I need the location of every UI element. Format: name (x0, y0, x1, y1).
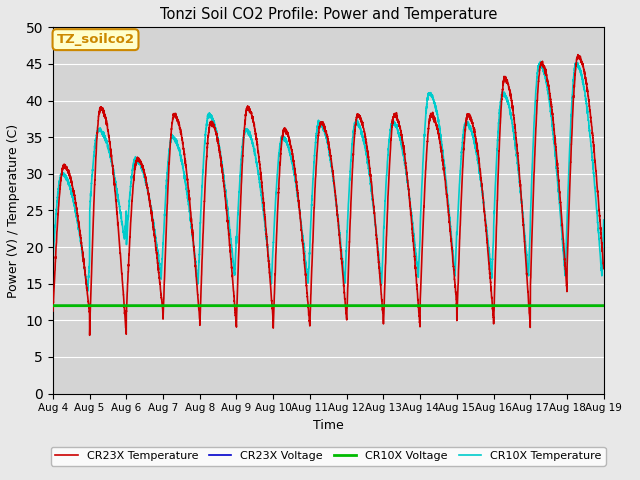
Legend: CR23X Temperature, CR23X Voltage, CR10X Voltage, CR10X Temperature: CR23X Temperature, CR23X Voltage, CR10X … (51, 447, 605, 466)
Title: Tonzi Soil CO2 Profile: Power and Temperature: Tonzi Soil CO2 Profile: Power and Temper… (159, 7, 497, 22)
Y-axis label: Power (V) / Temperature (C): Power (V) / Temperature (C) (7, 123, 20, 298)
X-axis label: Time: Time (313, 419, 344, 432)
Text: TZ_soilco2: TZ_soilco2 (56, 33, 134, 46)
